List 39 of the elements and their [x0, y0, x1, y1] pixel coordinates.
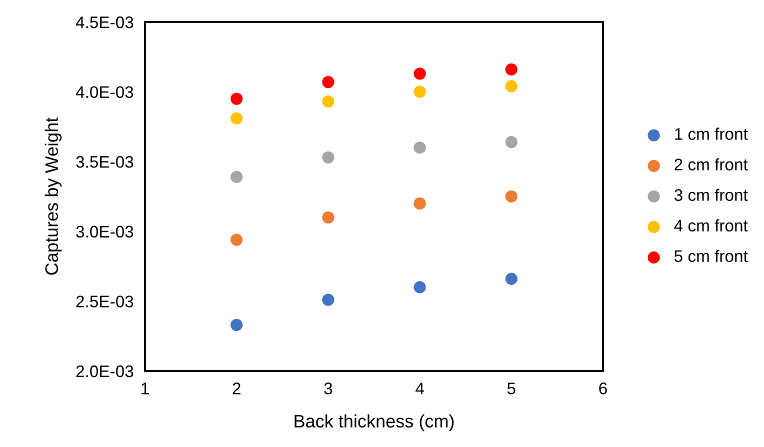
y-tick-label: 3.5E-03	[76, 156, 134, 168]
point	[322, 96, 334, 108]
point	[322, 76, 334, 88]
point	[322, 151, 334, 164]
legend-label: 3 cm front	[674, 188, 748, 201]
y-tick-label: 4.5E-03	[76, 16, 134, 28]
point	[414, 142, 426, 154]
point	[505, 63, 518, 76]
x-tick-label: 3	[324, 382, 332, 394]
point	[414, 68, 426, 80]
legend-label: 5 cm front	[674, 250, 748, 262]
y-tick-label: 2.0E-03	[76, 365, 134, 378]
point	[230, 112, 243, 124]
y-tick-label: 4.0E-03	[76, 86, 134, 98]
point	[322, 294, 334, 306]
point	[322, 211, 334, 224]
y-tick-label: 2.5E-03	[76, 296, 134, 308]
legend-label: 1 cm front	[675, 128, 748, 140]
y-tick-label: 3.0E-03	[76, 226, 134, 238]
point	[230, 170, 243, 184]
x-tick-label: 4	[416, 382, 424, 394]
point	[230, 92, 243, 105]
point	[230, 318, 243, 332]
point	[230, 234, 243, 246]
x-tick-label: 6	[599, 382, 607, 394]
x-tick-label: 5	[507, 382, 516, 394]
y-axis-title: Captures by Weight	[44, 118, 62, 275]
x-axis-title: Back thickness (cm)	[294, 414, 454, 432]
point	[414, 197, 426, 210]
point	[414, 86, 426, 98]
x-tick-label: 2	[232, 382, 240, 394]
point	[505, 190, 518, 203]
legend-label: 2 cm front	[674, 158, 748, 170]
legend-label: 4 cm front	[674, 219, 748, 232]
point	[505, 80, 518, 92]
point	[414, 281, 426, 294]
point	[505, 136, 518, 148]
point	[505, 272, 518, 285]
x-tick-label: 1	[142, 382, 149, 394]
